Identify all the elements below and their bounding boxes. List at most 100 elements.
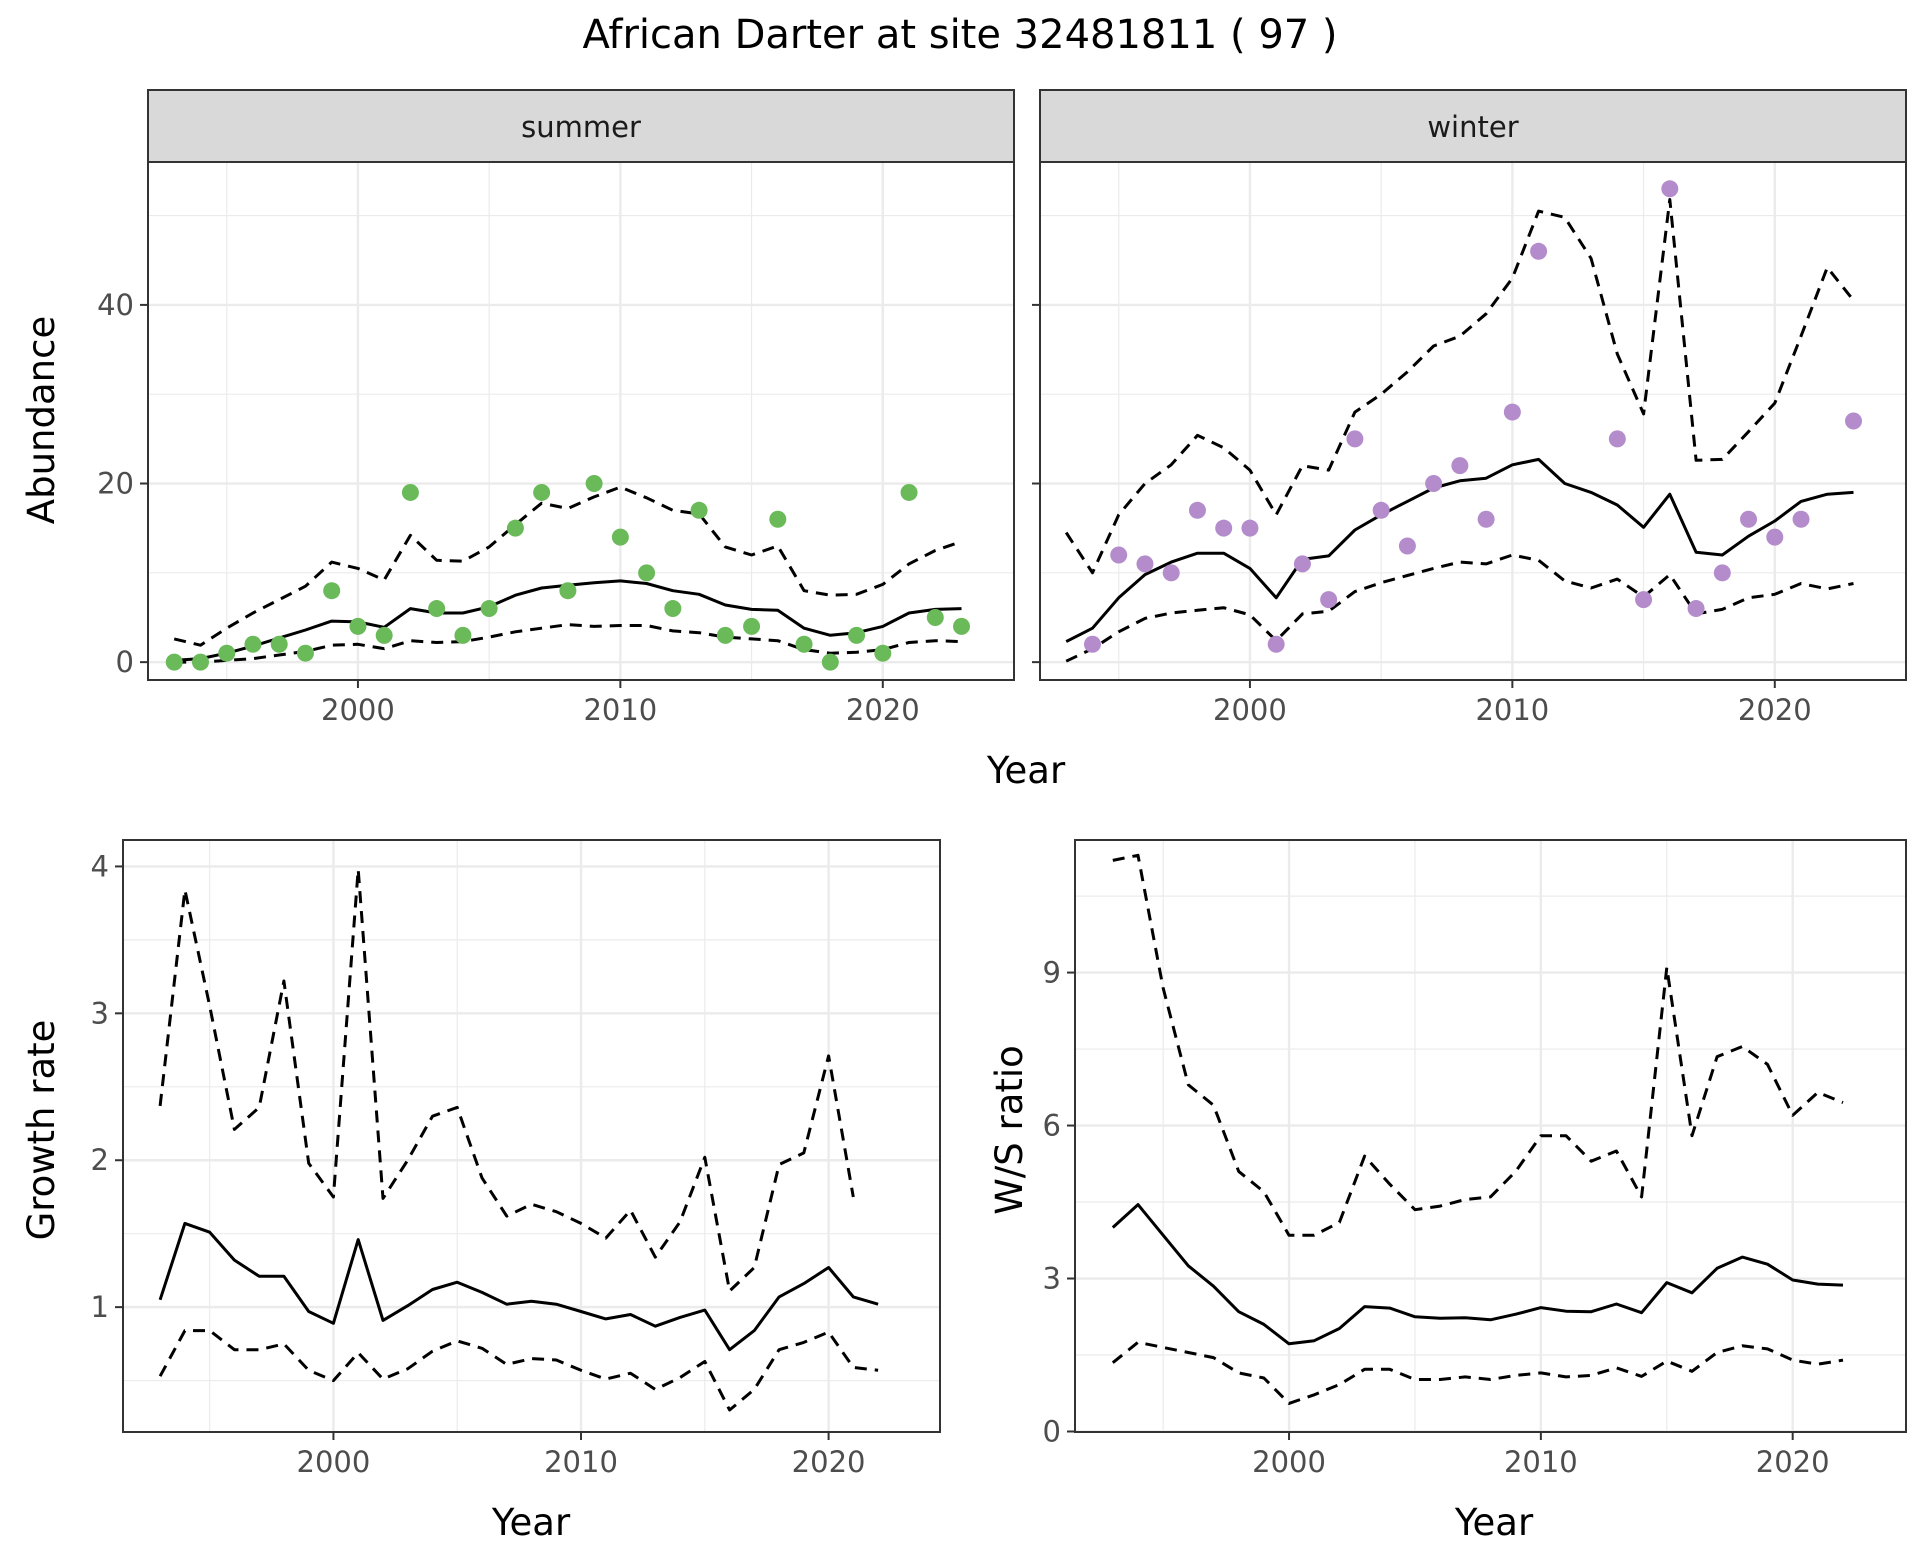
- y-tick-label: 3: [91, 996, 109, 1030]
- series-line-fit-winter: [1065, 457, 1854, 643]
- data-point-summer: [191, 653, 209, 671]
- series-line-lower-winter: [1065, 553, 1854, 663]
- series-line-fit-growth: [158, 1221, 879, 1352]
- panel-border-growth: [122, 839, 941, 1433]
- data-point-winter: [1267, 635, 1285, 653]
- x-tick-label: 2020: [1738, 693, 1812, 727]
- top-x-axis-title: Year: [986, 749, 1066, 792]
- data-point-winter: [1477, 510, 1495, 528]
- plot-area-winter: [1040, 162, 1906, 680]
- data-point-summer: [244, 635, 262, 653]
- x-tick-label: 2000: [297, 1445, 371, 1479]
- panel-ws-ratio: 2000 2010 2020 0 3 6 9: [1043, 839, 1907, 1479]
- data-point-summer: [349, 617, 367, 635]
- data-point-summer: [428, 600, 446, 618]
- panel-border-ws: [1074, 839, 1907, 1433]
- data-point-summer: [506, 519, 524, 537]
- data-point-winter: [1136, 555, 1154, 573]
- data-point-winter: [1503, 403, 1521, 421]
- series-line-upper-summer: [173, 485, 962, 647]
- data-point-winter: [1687, 600, 1705, 618]
- facet-strip-summer: [147, 89, 1015, 163]
- data-point-summer: [401, 483, 419, 501]
- data-point-summer: [323, 582, 341, 600]
- data-point-summer: [611, 528, 629, 546]
- data-point-winter: [1766, 528, 1784, 546]
- x-tick-label: 2010: [1504, 1445, 1578, 1479]
- growth-y-axis-title: Growth rate: [20, 1020, 63, 1241]
- y-tick-label: 6: [1043, 1109, 1061, 1143]
- figure-title: African Darter at site 32481811 ( 97 ): [582, 12, 1337, 58]
- series-line-lower-growth: [158, 1329, 879, 1412]
- x-tick-label: 2000: [1213, 693, 1287, 727]
- data-point-summer: [454, 626, 472, 644]
- data-point-winter: [1241, 519, 1259, 537]
- x-tick-label: 2010: [583, 693, 657, 727]
- plot-area-ws: [1075, 840, 1906, 1432]
- data-point-summer: [270, 635, 288, 653]
- data-point-summer: [375, 626, 393, 644]
- data-point-summer: [664, 600, 682, 618]
- data-point-winter: [1740, 510, 1758, 528]
- data-point-winter: [1372, 501, 1390, 519]
- data-point-winter: [1451, 457, 1469, 475]
- ws-y-axis-title: W/S ratio: [988, 1045, 1031, 1215]
- data-point-winter: [1608, 430, 1626, 448]
- y-tick-label: 0: [116, 645, 134, 679]
- y-tick-label: 40: [97, 288, 134, 322]
- ws-x-axis-title: Year: [1454, 1501, 1534, 1544]
- facet-label-winter: winter: [1427, 110, 1518, 144]
- y-tick-label: 3: [1043, 1262, 1061, 1296]
- x-tick-label: 2010: [544, 1445, 618, 1479]
- series-line-upper-growth: [158, 867, 855, 1293]
- data-point-summer: [218, 644, 236, 662]
- x-tick-label: 2020: [1756, 1445, 1830, 1479]
- top-y-axis-title: Abundance: [20, 316, 63, 524]
- series-line-upper-winter: [1064, 198, 1855, 575]
- data-point-winter: [1188, 501, 1206, 519]
- data-point-summer: [795, 635, 813, 653]
- data-point-summer: [638, 564, 656, 582]
- data-point-winter: [1635, 591, 1653, 609]
- plot-area-growth: [123, 840, 940, 1432]
- data-point-summer: [848, 626, 866, 644]
- data-point-summer: [165, 653, 183, 671]
- x-tick-label: 2020: [792, 1445, 866, 1479]
- facet-strip-winter: [1039, 89, 1907, 163]
- data-point-summer: [690, 501, 708, 519]
- data-point-summer: [296, 644, 314, 662]
- data-point-winter: [1162, 564, 1180, 582]
- data-point-summer: [821, 653, 839, 671]
- data-point-summer: [480, 600, 498, 618]
- data-point-summer: [769, 510, 787, 528]
- x-tick-label: 2000: [1252, 1445, 1326, 1479]
- x-tick-label: 2020: [846, 693, 920, 727]
- data-point-summer: [874, 644, 892, 662]
- data-point-winter: [1215, 519, 1233, 537]
- data-point-winter: [1346, 430, 1364, 448]
- y-tick-label: 20: [97, 467, 134, 501]
- y-tick-label: 9: [1043, 956, 1061, 990]
- data-point-summer: [559, 582, 577, 600]
- facet-label-summer: summer: [521, 110, 641, 144]
- data-point-summer: [533, 483, 551, 501]
- data-point-summer: [953, 617, 971, 635]
- x-tick-label: 2010: [1475, 693, 1549, 727]
- data-point-winter: [1792, 510, 1810, 528]
- plot-area-summer: [148, 162, 1014, 680]
- data-point-winter: [1110, 546, 1128, 564]
- data-point-winter: [1845, 412, 1863, 430]
- data-point-winter: [1425, 475, 1443, 493]
- panel-summer: 2000 2010 2020 0 20 40: [97, 161, 1015, 727]
- data-point-winter: [1661, 180, 1679, 198]
- data-point-winter: [1530, 242, 1548, 260]
- data-point-winter: [1713, 564, 1731, 582]
- data-point-summer: [743, 617, 761, 635]
- y-tick-label: 4: [91, 849, 109, 883]
- x-tick-label: 2000: [321, 693, 395, 727]
- data-point-winter: [1083, 635, 1101, 653]
- panel-winter: 2000 2010 2020: [1032, 161, 1907, 727]
- series-line-fit-ws: [1111, 1203, 1844, 1346]
